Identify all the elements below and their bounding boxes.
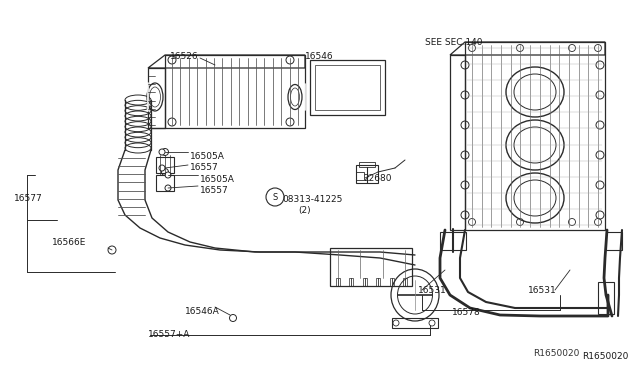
Text: 16526: 16526 (170, 52, 198, 61)
Text: 22680: 22680 (363, 174, 392, 183)
Circle shape (159, 165, 165, 171)
Bar (336, 278, 340, 286)
Bar (390, 278, 394, 286)
Bar (310, 60, 385, 115)
Bar (403, 278, 407, 286)
Bar (356, 165, 378, 183)
Bar (156, 157, 174, 173)
Bar (440, 232, 466, 250)
Text: 16531: 16531 (418, 286, 447, 295)
Text: 16578: 16578 (452, 308, 481, 317)
Text: 16531: 16531 (528, 286, 557, 295)
Text: (2): (2) (298, 206, 310, 215)
Text: R1650020: R1650020 (534, 349, 580, 358)
Text: 08313-41225: 08313-41225 (282, 195, 342, 204)
Text: 16566E: 16566E (52, 238, 86, 247)
Circle shape (159, 149, 165, 155)
Text: 16557: 16557 (200, 186, 228, 195)
Bar (349, 278, 353, 286)
Bar (156, 175, 174, 191)
Text: 16577: 16577 (14, 194, 43, 203)
Text: 16505A: 16505A (200, 175, 235, 184)
Text: SEE SEC.140: SEE SEC.140 (425, 38, 483, 47)
Bar (606, 232, 622, 250)
Text: S: S (273, 192, 278, 202)
Bar (392, 318, 438, 328)
Text: 16546: 16546 (305, 52, 333, 61)
Text: 16557: 16557 (190, 163, 219, 172)
Bar (330, 248, 412, 286)
Text: R1650020: R1650020 (582, 352, 628, 361)
Circle shape (165, 172, 171, 178)
Text: 16557+A: 16557+A (148, 330, 190, 339)
Bar (598, 282, 614, 314)
Circle shape (108, 246, 116, 254)
Text: 16546A: 16546A (185, 307, 220, 316)
Bar (359, 162, 375, 167)
Bar (363, 278, 367, 286)
Bar (376, 278, 380, 286)
Bar (356, 172, 364, 180)
Bar (315, 65, 380, 110)
Text: 16505A: 16505A (190, 152, 225, 161)
Circle shape (165, 185, 171, 191)
